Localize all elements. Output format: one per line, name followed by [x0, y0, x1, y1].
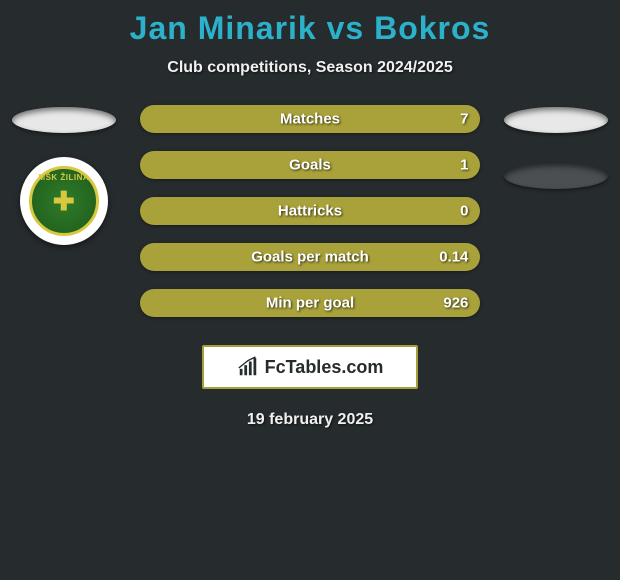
club-badge-placeholder-right — [504, 163, 608, 189]
club-badge-zilina: MŠK ŽILINA ✚ — [20, 157, 108, 245]
club-badge-text: MŠK ŽILINA — [32, 173, 96, 182]
stat-row: Goals per match 0.14 — [140, 243, 481, 271]
chart-icon — [237, 356, 259, 378]
stat-label: Hattricks — [278, 203, 342, 220]
brand-badge[interactable]: FcTables.com — [202, 345, 418, 389]
player-photo-placeholder-left — [12, 107, 116, 133]
stat-value-right: 0 — [460, 203, 468, 220]
content-row: MŠK ŽILINA ✚ Matches 7 Goals 1 Hattricks 0 Goa… — [0, 105, 620, 317]
club-badge-inner: MŠK ŽILINA ✚ — [29, 166, 99, 236]
stat-value-right: 926 — [443, 295, 468, 312]
stat-row: Min per goal 926 — [140, 289, 481, 317]
stat-row: Goals 1 — [140, 151, 481, 179]
subtitle: Club competitions, Season 2024/2025 — [0, 59, 620, 77]
comparison-widget: Jan Minarik vs Bokros Club competitions,… — [0, 0, 620, 429]
right-column — [500, 105, 612, 189]
club-badge-cross-icon: ✚ — [53, 186, 75, 217]
player-photo-placeholder-right — [504, 107, 608, 133]
stat-row: Hattricks 0 — [140, 197, 481, 225]
stats-list: Matches 7 Goals 1 Hattricks 0 Goals per match 0… — [140, 105, 481, 317]
stat-label: Matches — [280, 111, 340, 128]
stat-label: Goals — [289, 157, 331, 174]
stat-row: Matches 7 — [140, 105, 481, 133]
page-title: Jan Minarik vs Bokros — [0, 10, 620, 47]
brand-text: FcTables.com — [265, 357, 384, 378]
left-column: MŠK ŽILINA ✚ — [8, 105, 120, 245]
stat-value-right: 1 — [460, 157, 468, 174]
stat-label: Min per goal — [266, 295, 354, 312]
stat-value-right: 0.14 — [439, 249, 468, 266]
stat-value-right: 7 — [460, 111, 468, 128]
date-text: 19 february 2025 — [0, 411, 620, 429]
stat-label: Goals per match — [251, 249, 369, 266]
